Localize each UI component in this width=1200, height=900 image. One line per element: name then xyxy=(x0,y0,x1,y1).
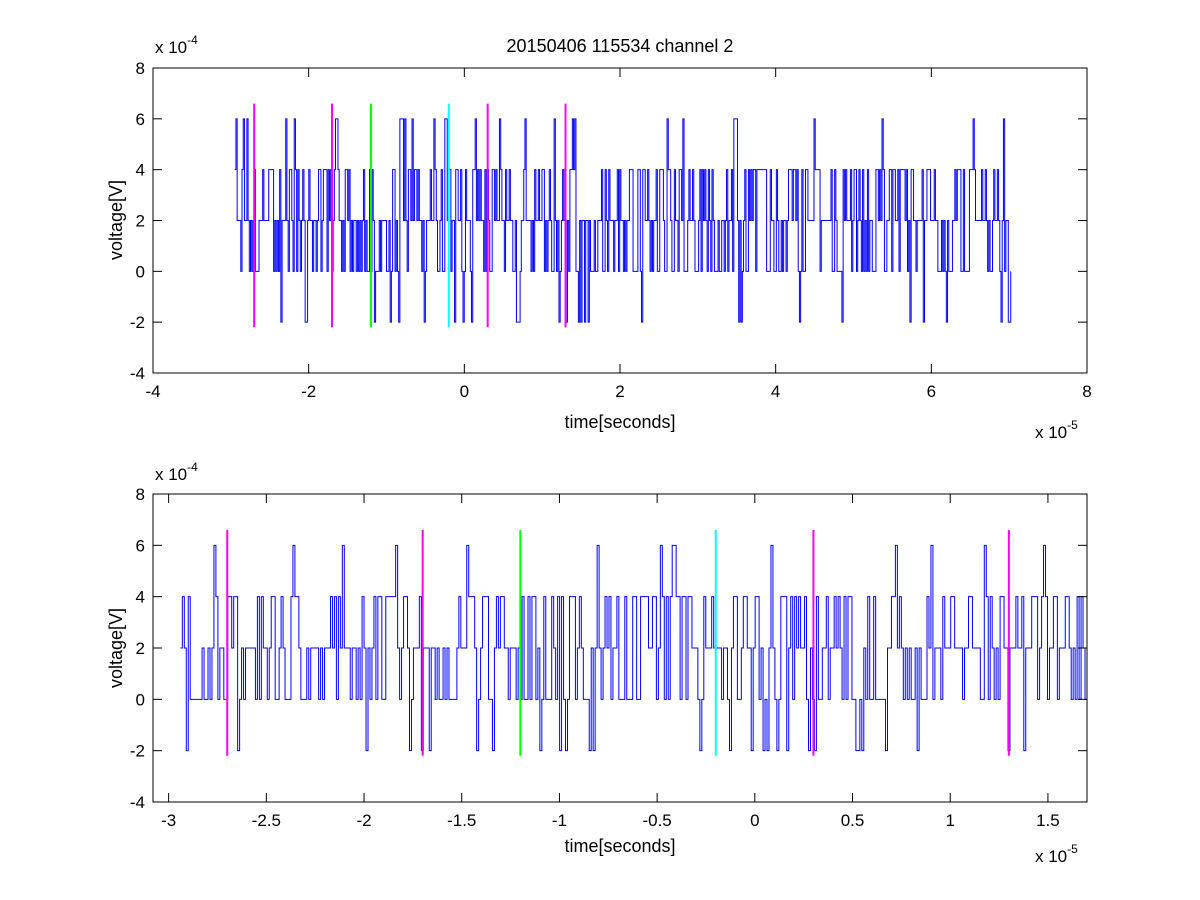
top-x-tick-label-2: 0 xyxy=(460,382,469,401)
top-x-axis-label: time[seconds] xyxy=(564,412,675,432)
bottom-y-tick-label-1: -2 xyxy=(130,742,145,761)
top-subplot: -4 -2 0 2 4 6 8 -4 -2 0 2 4 6 8 time[seconds] voltage… xyxy=(106,33,1092,442)
bottom-y-tick-label-3: 2 xyxy=(136,639,145,658)
top-y-tick-label-2: 0 xyxy=(136,262,145,281)
top-y-exponent: x 10-4 xyxy=(155,33,198,57)
bottom-ticks: -3 -2.5 -2 -1.5 -1 -0.5 0 0.5 1 1.5 -4 -2 0 2 4 6 8 xyxy=(130,485,1087,830)
top-y-axis-label: voltage[V] xyxy=(106,180,126,260)
bottom-signal-trace-0 xyxy=(180,544,1087,752)
bottom-x-tick-label-7: 0.5 xyxy=(841,811,865,830)
top-y-tick-label-6: 8 xyxy=(136,59,145,78)
bottom-x-tick-label-8: 1 xyxy=(945,811,954,830)
bottom-x-tick-label-0: -3 xyxy=(161,811,176,830)
bottom-x-tick-label-9: 1.5 xyxy=(1036,811,1060,830)
top-y-tick-label-4: 4 xyxy=(136,161,145,180)
bottom-x-tick-label-1: -2.5 xyxy=(252,811,281,830)
top-y-tick-label-5: 6 xyxy=(136,110,145,129)
top-ticks: -4 -2 0 2 4 6 8 -4 -2 0 2 4 6 8 xyxy=(130,59,1092,401)
bottom-subplot: -3 -2.5 -2 -1.5 -1 -0.5 0 0.5 1 1.5 -4 -2 0 2 4 6 8 time… xyxy=(106,460,1088,866)
bottom-y-tick-label-2: 0 xyxy=(136,690,145,709)
bottom-x-tick-label-4: -1 xyxy=(552,811,567,830)
chart-title: 20150406 115534 channel 2 xyxy=(507,36,734,56)
bottom-x-exponent: x 10-5 xyxy=(1035,842,1078,866)
bottom-y-axis-label: voltage[V] xyxy=(106,608,126,688)
bottom-y-tick-label-0: -4 xyxy=(130,793,145,812)
top-x-tick-label-6: 8 xyxy=(1082,382,1091,401)
top-x-tick-label-3: 2 xyxy=(615,382,624,401)
top-x-tick-label-0: -4 xyxy=(145,382,160,401)
bottom-x-tick-label-5: -0.5 xyxy=(642,811,671,830)
top-y-tick-label-0: -4 xyxy=(130,364,145,383)
top-x-exponent: x 10-5 xyxy=(1035,418,1078,442)
top-plot-area xyxy=(234,103,1012,328)
bottom-y-tick-label-5: 6 xyxy=(136,536,145,555)
top-x-tick-label-1: -2 xyxy=(301,382,316,401)
bottom-x-tick-label-2: -2 xyxy=(356,811,371,830)
top-y-tick-label-3: 2 xyxy=(136,212,145,231)
top-x-tick-label-5: 6 xyxy=(927,382,936,401)
bottom-x-tick-label-3: -1.5 xyxy=(447,811,476,830)
bottom-y-tick-label-6: 8 xyxy=(136,485,145,504)
bottom-x-tick-label-6: 0 xyxy=(750,811,759,830)
bottom-x-axis-label: time[seconds] xyxy=(564,836,675,856)
top-signal-trace-0 xyxy=(234,118,1012,323)
bottom-y-exponent: x 10-4 xyxy=(155,460,198,484)
bottom-y-tick-label-4: 4 xyxy=(136,588,145,607)
bottom-plot-area xyxy=(180,529,1087,756)
top-x-tick-label-4: 4 xyxy=(771,382,780,401)
top-y-tick-label-1: -2 xyxy=(130,313,145,332)
